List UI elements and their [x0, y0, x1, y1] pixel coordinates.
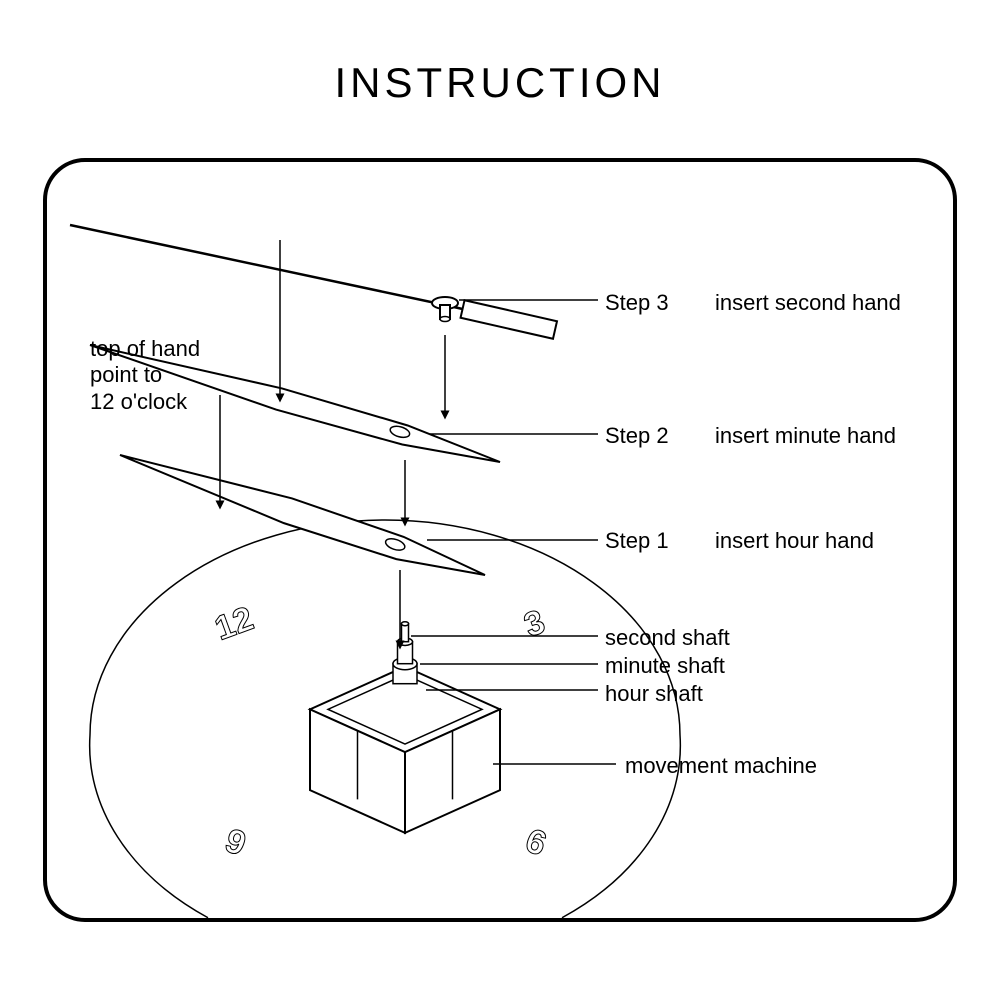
diagram-svg: 12 3 6 9 — [0, 0, 1000, 1000]
svg-text:9: 9 — [220, 821, 251, 863]
step2-label: Step 2 — [605, 423, 669, 449]
step1-label: Step 1 — [605, 528, 669, 554]
svg-text:6: 6 — [520, 821, 551, 863]
label-hour-shaft: hour shaft — [605, 681, 703, 707]
step3-desc: insert second hand — [715, 290, 901, 316]
svg-text:3: 3 — [519, 603, 550, 645]
step2-desc: insert minute hand — [715, 423, 896, 449]
label-second-shaft: second shaft — [605, 625, 730, 651]
svg-text:12: 12 — [210, 599, 259, 648]
step3-label: Step 3 — [605, 290, 669, 316]
label-minute-shaft: minute shaft — [605, 653, 725, 679]
label-movement-machine: movement machine — [625, 753, 817, 779]
instruction-diagram: INSTRUCTION 12369 top of hand point to 1… — [0, 0, 1000, 1000]
step1-desc: insert hour hand — [715, 528, 874, 554]
note-top-of-hand: top of hand point to 12 o'clock — [90, 336, 200, 415]
